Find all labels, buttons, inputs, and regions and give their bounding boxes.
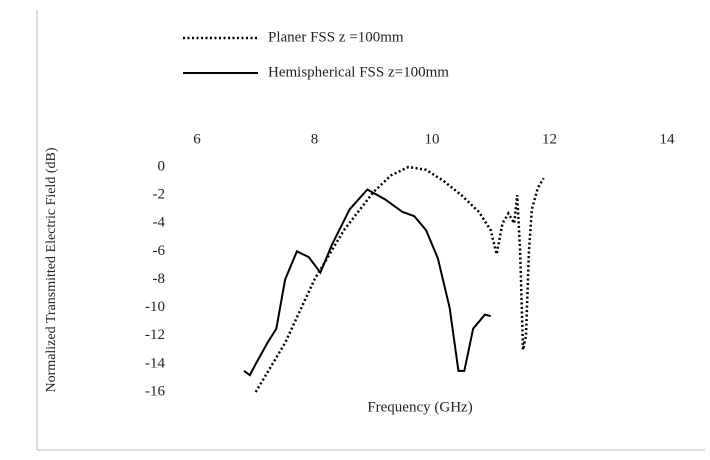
y-tick-label: -16 (145, 383, 165, 399)
x-tick-label: 12 (542, 131, 557, 147)
y-tick-label: 0 (158, 158, 166, 174)
x-tick-label: 8 (311, 131, 319, 147)
y-tick-label: -4 (153, 215, 166, 231)
x-tick-label: 6 (193, 131, 201, 147)
y-tick-label: -8 (153, 271, 166, 287)
series-line (254, 165, 545, 393)
x-tick-label: 14 (660, 131, 676, 147)
y-tick-label: -6 (153, 243, 166, 259)
y-tick-label: -12 (145, 327, 165, 343)
legend-label: Hemispherical FSS z=100mm (268, 64, 449, 80)
y-tick-label: -2 (153, 187, 166, 203)
x-axis-label: Frequency (GHz) (367, 399, 472, 415)
y-tick-label: -14 (145, 355, 165, 371)
y-tick-label: -10 (145, 299, 165, 315)
x-tick-label: 10 (425, 131, 440, 147)
y-axis-label: Normalized Transmitted Electric Field (d… (44, 147, 59, 392)
series-line (243, 188, 491, 377)
legend-label: Planer FSS z =100mm (268, 29, 404, 45)
